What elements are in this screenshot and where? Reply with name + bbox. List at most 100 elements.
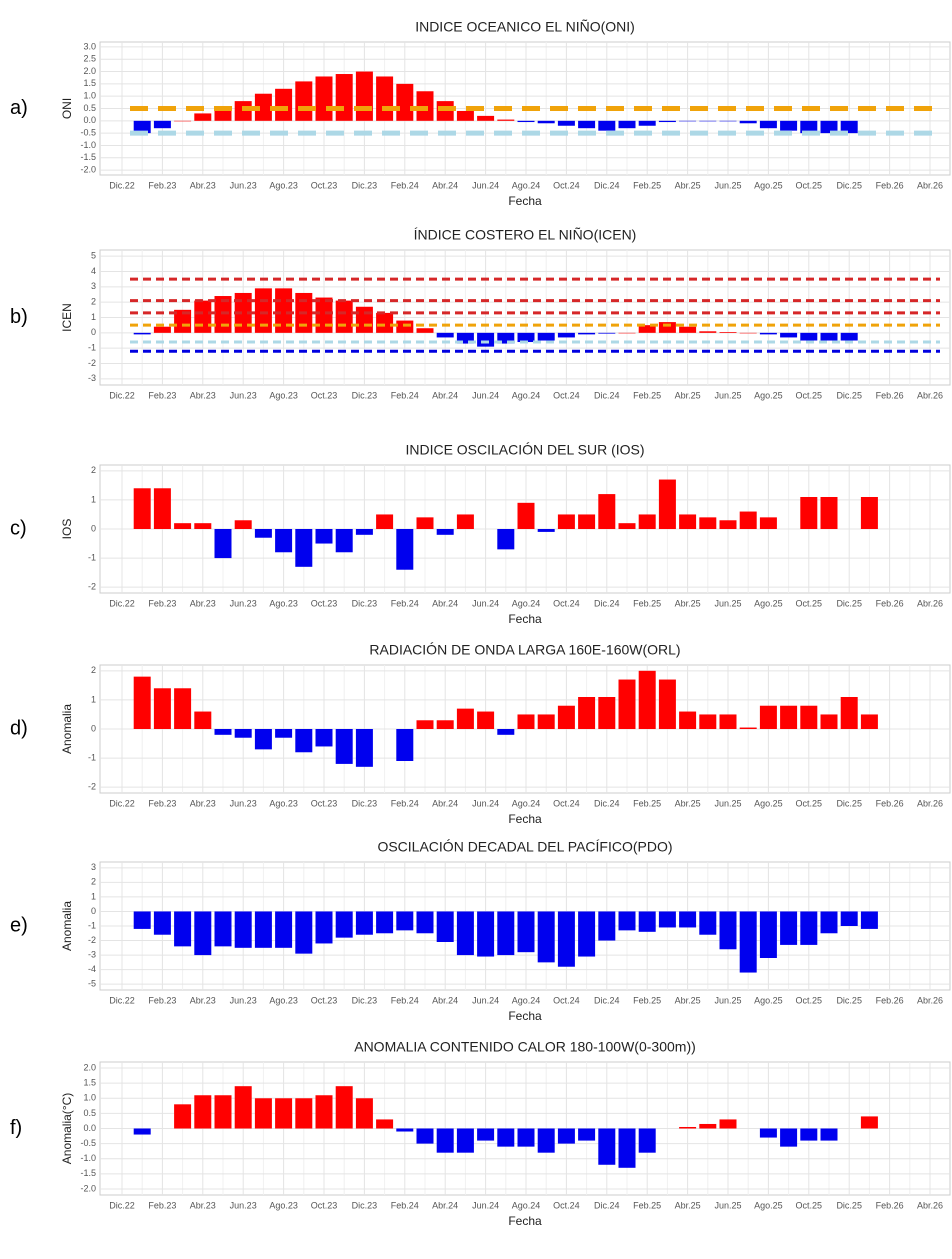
bar	[174, 120, 192, 122]
bar	[254, 1098, 272, 1129]
bar	[537, 714, 555, 729]
x-tick-label: Abr.23	[190, 390, 216, 400]
bar	[679, 120, 697, 122]
x-tick-label: Jun.23	[230, 995, 257, 1005]
bar	[477, 115, 495, 121]
panel-label: b)	[10, 306, 28, 328]
x-tick-label: Ago.23	[269, 390, 298, 400]
x-tick-label: Ago.25	[754, 598, 783, 608]
bar	[699, 331, 717, 333]
x-tick-label: Feb.24	[391, 598, 419, 608]
bar	[275, 1098, 293, 1129]
x-tick-label: Dic.25	[836, 995, 862, 1005]
x-tick-label: Jun.24	[472, 798, 499, 808]
bar	[598, 1128, 616, 1165]
bar	[436, 529, 454, 535]
x-tick-label: Dic.22	[109, 390, 135, 400]
bar	[396, 83, 414, 121]
y-tick-label: 1	[91, 312, 96, 322]
x-tick-label: Oct.25	[796, 995, 823, 1005]
y-tick-label: -5	[88, 979, 96, 989]
x-tick-label: Ago.25	[754, 1200, 783, 1210]
bar	[477, 1128, 495, 1141]
bar	[719, 1119, 737, 1129]
x-tick-label: Abr.25	[675, 180, 701, 190]
bar	[315, 729, 333, 747]
bar	[739, 120, 757, 124]
bar	[477, 911, 495, 957]
bar	[194, 1095, 212, 1129]
bar	[780, 911, 798, 945]
y-tick-label: 0	[91, 523, 96, 533]
bar	[598, 332, 616, 334]
bar	[456, 708, 474, 729]
x-tick-label: Ago.24	[512, 180, 541, 190]
bar	[739, 332, 757, 334]
x-tick-label: Abr.23	[190, 598, 216, 608]
y-tick-label: 1	[91, 494, 96, 504]
bar	[658, 479, 676, 529]
x-tick-label: Abr.26	[917, 598, 943, 608]
x-tick-label: Jun.23	[230, 798, 257, 808]
x-tick-label: Oct.23	[311, 995, 338, 1005]
bar	[598, 697, 616, 729]
bar	[456, 1128, 474, 1153]
bar	[719, 911, 737, 950]
bar	[174, 1104, 192, 1129]
chart-title: RADIACIÓN DE ONDA LARGA 160E-160W(ORL)	[369, 642, 680, 658]
bar	[153, 911, 171, 935]
y-axis-label: ONI	[60, 98, 74, 119]
bar	[174, 523, 192, 529]
bar	[860, 911, 878, 929]
x-tick-label: Ago.23	[269, 598, 298, 608]
bar	[477, 332, 495, 347]
x-tick-label: Dic.22	[109, 798, 135, 808]
y-tick-label: 1.0	[83, 1093, 96, 1103]
x-tick-label: Oct.25	[796, 598, 823, 608]
bar	[234, 520, 252, 529]
x-tick-label: Dic.24	[594, 390, 620, 400]
bar	[456, 110, 474, 121]
y-tick-label: 2	[91, 665, 96, 675]
x-tick-label: Abr.25	[675, 1200, 701, 1210]
x-tick-label: Ago.25	[754, 390, 783, 400]
panel-label: f)	[10, 1117, 22, 1139]
x-tick-label: Oct.23	[311, 390, 338, 400]
bar	[759, 705, 777, 729]
bar	[618, 911, 636, 931]
bar	[658, 120, 676, 123]
x-tick-label: Feb.25	[633, 598, 661, 608]
chart-title: INDICE OCEANICO EL NIÑO(ONI)	[415, 19, 635, 35]
bar	[638, 514, 656, 529]
bar	[517, 120, 535, 123]
bar	[658, 911, 676, 928]
x-tick-label: Feb.24	[391, 798, 419, 808]
y-tick-label: 0.0	[83, 1123, 96, 1133]
y-tick-label: -1.5	[80, 1168, 96, 1178]
x-tick-label: Jun.24	[472, 1200, 499, 1210]
bar	[557, 1128, 575, 1144]
y-tick-label: -2	[88, 782, 96, 792]
bar	[578, 514, 596, 529]
bar	[477, 711, 495, 729]
bar	[456, 332, 474, 344]
x-tick-label: Jun.24	[472, 390, 499, 400]
bar	[376, 911, 394, 934]
x-tick-label: Abr.26	[917, 798, 943, 808]
x-tick-label: Dic.23	[352, 1200, 378, 1210]
bar	[295, 81, 313, 121]
bar	[376, 76, 394, 121]
x-tick-label: Oct.24	[553, 1200, 580, 1210]
bar	[194, 300, 212, 333]
bar	[133, 488, 151, 529]
bar	[153, 688, 171, 729]
y-axis-label: ICEN	[60, 303, 74, 332]
bar	[133, 676, 151, 729]
bar	[497, 119, 515, 121]
y-tick-label: 2.5	[83, 54, 96, 64]
bar	[275, 529, 293, 553]
bar	[517, 1128, 535, 1147]
y-tick-label: 0	[91, 906, 96, 916]
x-tick-label: Feb.24	[391, 1200, 419, 1210]
bar	[497, 911, 515, 956]
